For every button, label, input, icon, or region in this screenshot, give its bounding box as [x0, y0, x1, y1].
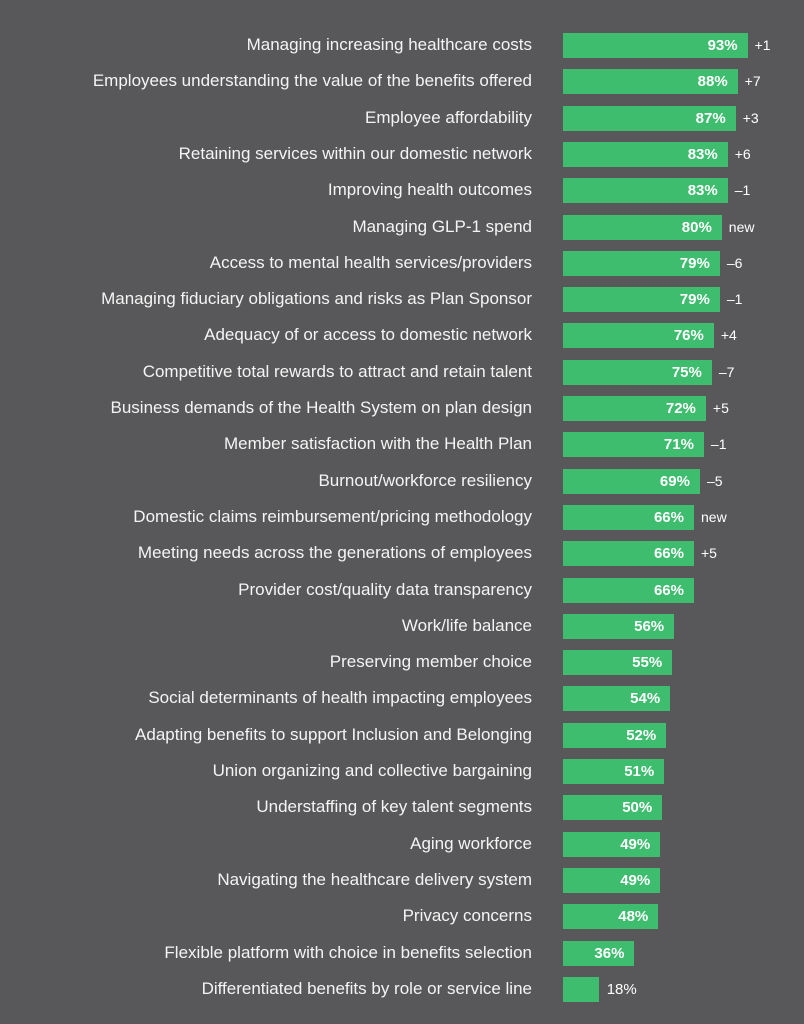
bar [563, 323, 714, 349]
bar [563, 141, 728, 167]
change-label: +3 [742, 109, 759, 126]
change-label: +5 [701, 545, 717, 562]
bar [563, 940, 635, 966]
category-label: Navigating the healthcare delivery syste… [217, 869, 532, 889]
value-label: 55% [632, 654, 663, 672]
value-label: 52% [626, 726, 657, 744]
category-label: Union organizing and collective bargaini… [212, 761, 532, 780]
category-label: Flexible platform with choice in benefit… [164, 942, 532, 962]
value-label: 49% [620, 871, 651, 889]
category-label: Privacy concerns [402, 906, 532, 926]
value-label: 76% [673, 327, 704, 345]
category-label: Provider cost/quality data transparency [238, 579, 532, 599]
category-label: Competitive total rewards to attract and… [142, 361, 532, 381]
category-label: Employees understanding the value of the… [92, 71, 532, 91]
change-label: new [701, 508, 727, 525]
value-label: 18% [606, 980, 637, 998]
bar [563, 287, 720, 313]
bar [563, 69, 738, 95]
value-label: 48% [618, 908, 649, 926]
category-label: Retaining services within our domestic n… [178, 143, 532, 163]
category-label: Access to mental health services/provide… [209, 252, 532, 272]
bar [563, 686, 671, 712]
category-label: Differentiated benefits by role or servi… [201, 978, 532, 998]
bar [563, 468, 700, 494]
bar [563, 831, 661, 857]
category-label: Aging workforce [410, 833, 532, 853]
value-label: 36% [594, 944, 625, 962]
bar [563, 867, 661, 893]
value-label: 56% [634, 617, 665, 635]
bar [563, 214, 722, 240]
value-label: 72% [665, 400, 696, 417]
category-label: Social determinants of health impacting … [148, 688, 532, 708]
value-label: 87% [695, 109, 726, 127]
bar [563, 359, 712, 385]
category-label: Managing fiduciary obligations and risks… [101, 289, 532, 309]
change-label: –5 [706, 472, 723, 489]
category-label: Meeting needs across the generations of … [137, 543, 532, 563]
value-label: 83% [687, 145, 718, 163]
value-label: 71% [663, 436, 694, 454]
change-label: +5 [712, 400, 729, 416]
bar [563, 795, 663, 821]
bar [563, 432, 704, 458]
value-label: 66% [653, 545, 684, 563]
value-label: 69% [659, 472, 690, 490]
bar [563, 722, 667, 748]
category-label: Managing increasing healthcare costs [246, 35, 532, 54]
category-label: Domestic claims reimbursement/pricing me… [133, 506, 532, 526]
value-label: 50% [622, 799, 653, 817]
value-label: 83% [687, 182, 718, 200]
category-label: Preserving member choice [329, 652, 532, 672]
bar [563, 504, 694, 530]
category-label: Business demands of the Health System on… [110, 398, 532, 417]
category-label: Employee affordability [365, 107, 532, 127]
bar [563, 904, 659, 930]
value-label: 79% [679, 291, 710, 309]
value-label: 49% [620, 835, 651, 853]
bar [563, 650, 673, 676]
bar [563, 250, 720, 276]
change-label: +6 [734, 145, 751, 162]
value-label: 80% [681, 218, 712, 236]
category-label: Work/life balance [401, 615, 532, 635]
change-label: new [728, 218, 755, 235]
bar [563, 178, 728, 204]
value-label: 66% [653, 581, 684, 599]
category-label: Burnout/workforce resiliency [318, 470, 532, 490]
value-label: 51% [624, 763, 655, 780]
category-label: Understaffing of key talent segments [256, 797, 532, 817]
category-label: Adequacy of or access to domestic networ… [204, 325, 532, 345]
category-label: Member satisfaction with the Health Plan [223, 434, 532, 454]
change-label: +7 [744, 73, 761, 90]
bar [563, 759, 665, 784]
bar [563, 541, 694, 567]
value-label: 79% [679, 254, 710, 272]
change-label: –6 [726, 254, 743, 271]
bar [563, 976, 599, 1002]
category-label: Improving health outcomes [327, 180, 532, 200]
value-label: 75% [671, 363, 702, 381]
category-label: Adapting benefits to support Inclusion a… [135, 724, 532, 744]
change-label: –7 [718, 363, 735, 380]
value-label: 93% [707, 37, 738, 54]
change-label: –1 [734, 182, 751, 199]
bar [563, 613, 675, 639]
change-label: +4 [720, 327, 737, 344]
bar [563, 577, 694, 603]
value-label: 54% [630, 690, 661, 708]
value-label: 88% [697, 73, 728, 91]
bar [563, 33, 748, 58]
change-label: –1 [726, 291, 743, 308]
category-label: Managing GLP-1 spend [352, 216, 532, 236]
bar [563, 105, 736, 131]
value-label: 66% [653, 508, 684, 526]
change-label: +1 [754, 37, 771, 53]
change-label: –1 [710, 436, 727, 453]
bar [563, 396, 706, 421]
